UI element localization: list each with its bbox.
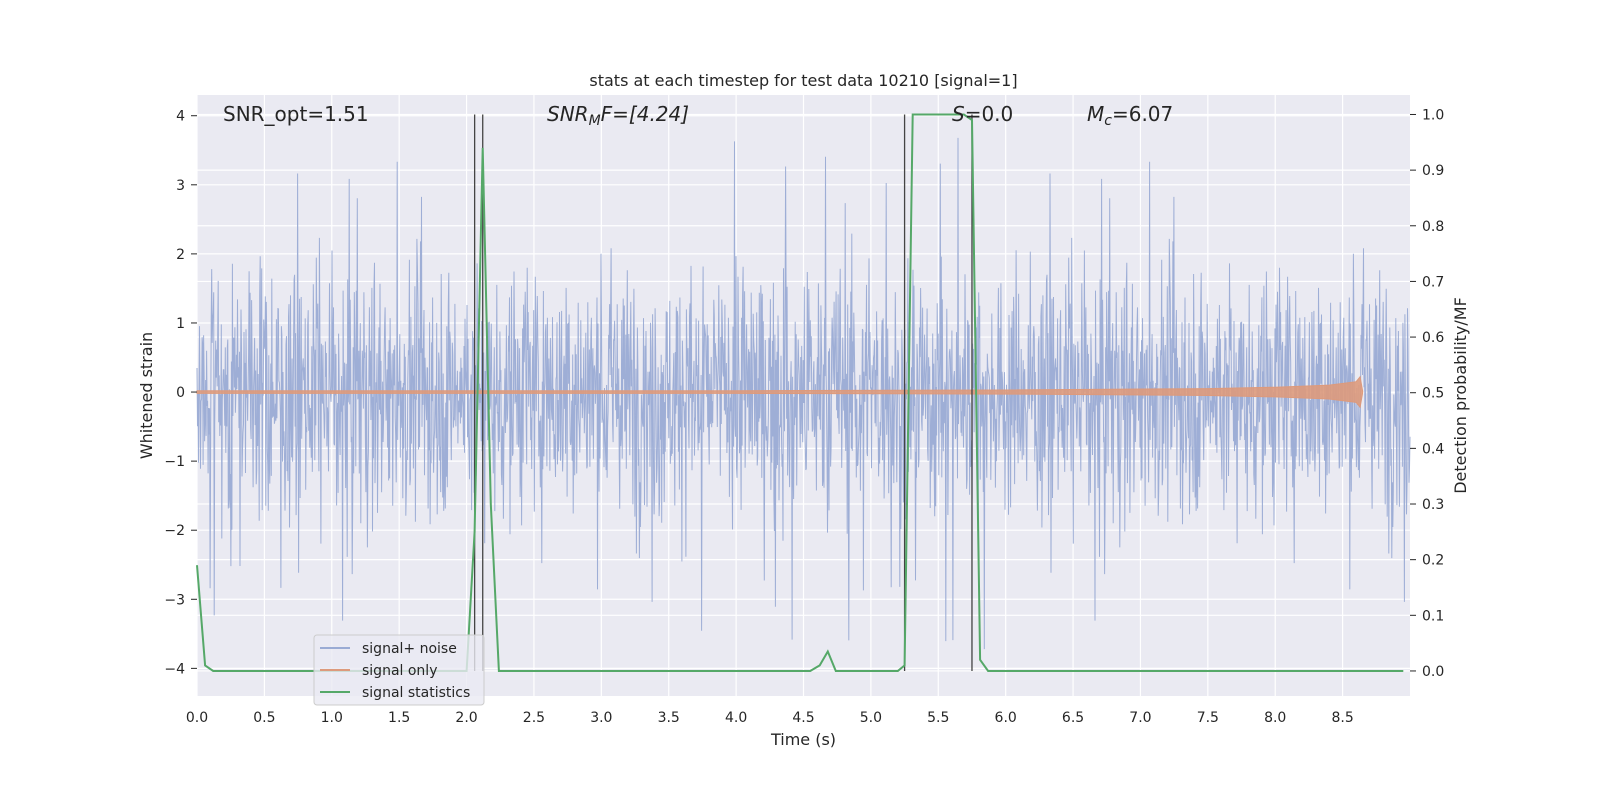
y-left-tick-label: −4 xyxy=(164,661,185,677)
y-right-tick-label: 0.7 xyxy=(1422,274,1444,290)
x-tick-label: 8.0 xyxy=(1264,710,1286,726)
x-tick-label: 7.5 xyxy=(1197,710,1219,726)
x-tick-label: 0.0 xyxy=(186,710,208,726)
y-left-tick-label: 1 xyxy=(176,316,185,332)
x-tick-label: 1.0 xyxy=(321,710,343,726)
annotation-mc-base: M xyxy=(1087,102,1104,126)
y-right-axis-label: Detection probability/MF xyxy=(1451,297,1470,494)
x-tick-label: 3.0 xyxy=(590,710,612,726)
y-left-tick-label: 0 xyxy=(176,385,185,401)
annotation-snr-mf: SNRMF=[4.24] xyxy=(547,102,689,129)
signal-only-band xyxy=(196,375,1364,409)
x-tick-label: 1.5 xyxy=(388,710,410,726)
annotation-s-rest: =0.0 xyxy=(965,102,1014,126)
annotation-s: S=0.0 xyxy=(952,102,1013,126)
x-tick-label: 5.0 xyxy=(860,710,882,726)
x-tick-label: 4.0 xyxy=(725,710,747,726)
annotation-s-italic: S xyxy=(952,102,965,126)
y-left-tick-label: 2 xyxy=(176,247,185,263)
y-left-tick-label: −1 xyxy=(164,454,185,470)
x-tick-label: 2.5 xyxy=(523,710,545,726)
y-right-axis-ticks: 1.0 0.9 0.8 0.7 0.6 0.5 0.4 0.3 0.2 0.1 0.0 xyxy=(1410,107,1444,680)
legend-box xyxy=(313,634,485,706)
x-tick-label: 3.5 xyxy=(658,710,680,726)
y-right-tick-label: 0.9 xyxy=(1422,163,1444,179)
signal-only-series xyxy=(196,375,1364,409)
x-axis-ticks: 0.0 0.5 1.0 1.5 2.0 2.5 3.0 3.5 4.0 4.5 5.0 5.5 6.0 6… xyxy=(186,710,1354,726)
y-left-tick-label: 3 xyxy=(176,178,185,194)
y-left-tick-label: −3 xyxy=(164,592,185,608)
y-right-tick-label: 0.8 xyxy=(1422,219,1444,235)
y-right-tick-label: 0.3 xyxy=(1422,497,1444,513)
y-right-tick-label: 0.6 xyxy=(1422,330,1444,346)
y-left-tick-label: 4 xyxy=(176,109,185,125)
legend-label-signal-only: signal only xyxy=(362,663,437,679)
legend: signal+ noise signal only signal statist… xyxy=(313,634,485,706)
y-right-tick-label: 1.0 xyxy=(1422,107,1444,123)
annotation-snr-mf-base: SNR xyxy=(547,102,589,126)
x-axis-label: Time (s) xyxy=(770,730,836,749)
x-tick-label: 2.0 xyxy=(455,710,477,726)
x-tick-label: 0.5 xyxy=(253,710,275,726)
annotation-mc-sub: c xyxy=(1104,113,1112,129)
x-tick-label: 7.0 xyxy=(1129,710,1151,726)
x-tick-label: 6.0 xyxy=(995,710,1017,726)
x-tick-label: 5.5 xyxy=(927,710,949,726)
annotation-mc: Mc=6.07 xyxy=(1087,102,1173,129)
y-right-tick-label: 0.0 xyxy=(1422,664,1444,680)
legend-label-signal-noise: signal+ noise xyxy=(362,641,457,657)
x-tick-label: 8.5 xyxy=(1331,710,1353,726)
annotation-mc-rest: =6.07 xyxy=(1112,102,1173,126)
y-right-tick-label: 0.5 xyxy=(1422,386,1444,402)
y-left-tick-label: −2 xyxy=(164,523,185,539)
y-right-tick-label: 0.4 xyxy=(1422,441,1444,457)
y-right-tick-label: 0.1 xyxy=(1422,608,1444,624)
x-tick-label: 4.5 xyxy=(792,710,814,726)
annotation-snr-mf-rest: F=[4.24] xyxy=(601,102,689,126)
x-tick-label: 6.5 xyxy=(1062,710,1084,726)
y-right-tick-label: 0.2 xyxy=(1422,553,1444,569)
chart-title: stats at each timestep for test data 102… xyxy=(589,71,1017,90)
vertical-markers xyxy=(473,114,973,671)
annotation-snr-mf-sub: M xyxy=(589,113,601,129)
legend-label-signal-statistics: signal statistics xyxy=(362,685,470,701)
annotation-snr-opt: SNR_opt=1.51 xyxy=(223,102,369,126)
y-left-axis-ticks: 4 3 2 1 0 −1 −2 −3 −4 xyxy=(164,109,197,677)
y-left-axis-label: Whitened strain xyxy=(137,332,156,459)
